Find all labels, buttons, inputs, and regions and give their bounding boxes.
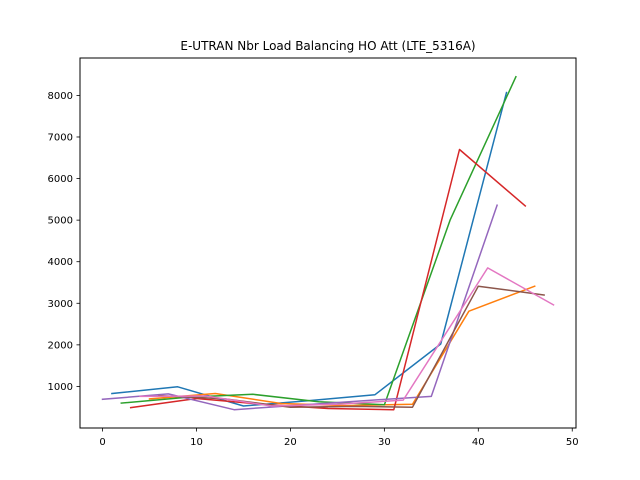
y-axis: 1000 2000 3000 4000 5000 6000 7000 8000 <box>48 91 80 393</box>
x-tick-label: 50 <box>566 437 579 448</box>
x-axis: 0 10 20 30 40 50 <box>99 428 579 448</box>
series-line-4 <box>129 148 527 411</box>
y-tick-label: 5000 <box>48 216 73 227</box>
series-line-2 <box>148 285 536 407</box>
y-tick-label: 7000 <box>48 132 73 143</box>
x-tick-label: 0 <box>99 437 105 448</box>
y-tick-label: 4000 <box>48 257 73 268</box>
series-line-7 <box>139 267 555 407</box>
x-tick-label: 40 <box>472 437 485 448</box>
y-tick-label: 6000 <box>48 174 73 185</box>
chart-title: E-UTRAN Nbr Load Balancing HO Att (LTE_5… <box>180 39 475 53</box>
series-layer <box>101 75 555 411</box>
x-tick-label: 30 <box>378 437 391 448</box>
y-tick-label: 3000 <box>48 299 73 310</box>
x-tick-label: 20 <box>284 437 297 448</box>
plot-frame <box>79 57 577 429</box>
y-tick-label: 2000 <box>48 340 73 351</box>
y-tick-label: 1000 <box>48 382 73 393</box>
x-tick-label: 10 <box>190 437 203 448</box>
y-tick-label: 8000 <box>48 91 73 102</box>
